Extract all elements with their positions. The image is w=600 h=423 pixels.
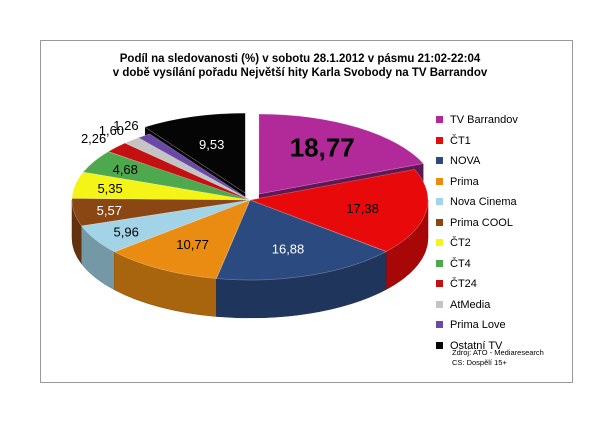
slice-ct2 bbox=[71, 171, 251, 201]
slice-value-ostatni-tv: 9,53 bbox=[199, 137, 224, 152]
chart-title-line-1: Podíl na sledovanosti (%) v sobotu 28.1.… bbox=[119, 53, 481, 65]
pie-labels: 18,77 17,38 16,88 10,77 5,96 5,57 5,35 4,68 2,26… bbox=[81, 118, 379, 256]
legend-label-ct1: ČT1 bbox=[450, 134, 471, 147]
legend-label-ct4: ČT4 bbox=[450, 257, 471, 270]
legend-swatch-ostatni-tv bbox=[436, 341, 443, 349]
legend-label-nova: NOVA bbox=[450, 155, 481, 167]
legend-swatch-prima-cool bbox=[436, 218, 443, 226]
slice-value-ct1: 17,38 bbox=[346, 201, 379, 216]
legend-swatch-ct4 bbox=[436, 259, 443, 267]
slice-prima-cool bbox=[71, 198, 251, 227]
slice-value-ct4: 4,68 bbox=[113, 162, 138, 177]
slice-ct4 bbox=[82, 151, 251, 201]
slice-atmedia bbox=[124, 137, 251, 201]
legend-label-prima-love: Prima Love bbox=[450, 319, 506, 331]
slice-value-prima-love: 1,26 bbox=[113, 118, 138, 133]
source-line-2: CS: Dospělí 15+ bbox=[452, 358, 507, 367]
slice-ct24 bbox=[107, 142, 251, 201]
slice-ct1 bbox=[248, 169, 429, 252]
slice-side-nova-cinema bbox=[81, 225, 115, 291]
legend-label-prima: Prima bbox=[450, 175, 479, 188]
legend-swatch-prima-love bbox=[436, 321, 443, 328]
source-note: Zdroj: ATO - Mediaresearch CS: Dospělí 1… bbox=[452, 348, 544, 368]
slice-nova-cinema bbox=[81, 199, 251, 253]
slice-value-tv-barrandov: 18,77 bbox=[290, 132, 355, 162]
legend-swatch-atmedia bbox=[436, 300, 443, 308]
pie-tops bbox=[71, 112, 429, 281]
legend-swatch-tv-barrandov bbox=[436, 116, 443, 123]
chart-title: Podíl na sledovanosti (%) v sobotu 28.1.… bbox=[0, 52, 600, 80]
chart-title-line-2: v době vysílání pořadu Největší hity Kar… bbox=[112, 67, 488, 79]
legend-swatch-ct24 bbox=[436, 280, 443, 287]
legend-swatch-nova-cinema bbox=[436, 198, 443, 205]
legend-label-atmedia: AtMedia bbox=[450, 298, 491, 311]
source-line-1: Zdroj: ATO - Mediaresearch bbox=[452, 348, 544, 357]
legend-swatch-ct1 bbox=[436, 136, 443, 144]
slice-ostatni-tv bbox=[144, 112, 246, 194]
legend-label-prima-cool: Prima COOL bbox=[450, 216, 513, 229]
legend-swatch-ct2 bbox=[436, 239, 443, 246]
slice-value-atmedia: 1,60 bbox=[99, 123, 124, 138]
slice-nova bbox=[215, 199, 387, 281]
slice-value-ct2: 5,35 bbox=[97, 181, 122, 196]
legend-label-ct24: ČT24 bbox=[450, 278, 477, 290]
slice-value-nova: 16,88 bbox=[272, 241, 305, 256]
legend-label-nova-cinema: Nova Cinema bbox=[450, 196, 517, 208]
slice-value-prima: 10,77 bbox=[176, 237, 209, 252]
legend-label-ostatni-tv: Ostatní TV bbox=[450, 339, 503, 352]
legend-label-ct2: ČT2 bbox=[450, 237, 471, 249]
slice-value-nova-cinema: 5,96 bbox=[114, 225, 139, 240]
legend-label-tv-barrandov: TV Barrandov bbox=[450, 114, 518, 126]
slice-prima-love bbox=[137, 133, 251, 201]
slice-value-prima-cool: 5,57 bbox=[97, 203, 122, 218]
slice-tv-barrandov bbox=[258, 113, 425, 195]
legend-swatch-nova bbox=[436, 157, 443, 164]
slice-prima bbox=[113, 199, 251, 279]
slice-value-ct24: 2,26 bbox=[81, 131, 106, 146]
legend-swatch-prima bbox=[436, 177, 443, 185]
